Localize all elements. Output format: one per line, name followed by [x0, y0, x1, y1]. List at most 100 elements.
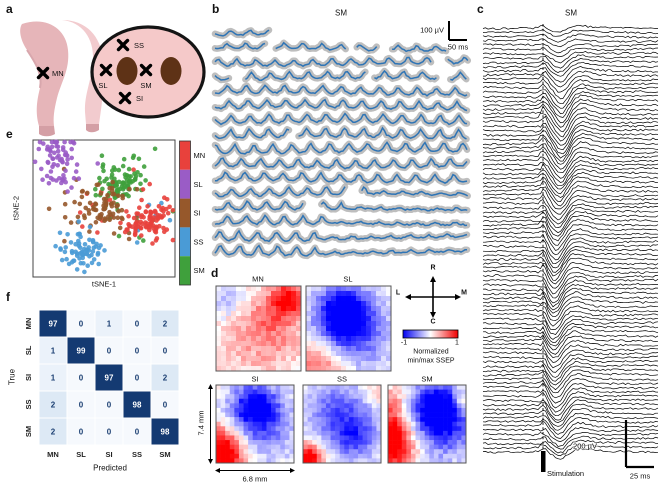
heatmap-title-mn: MN — [252, 274, 264, 284]
svg-text:1: 1 — [51, 346, 56, 355]
svg-text:0: 0 — [135, 319, 140, 328]
svg-text:MN: MN — [47, 450, 59, 459]
ssep-map-ss — [302, 384, 382, 464]
svg-text:0: 0 — [135, 346, 140, 355]
ssep-map-sm — [387, 384, 467, 464]
electrode-marker-ss: SS — [116, 38, 144, 52]
panel-e-scatter: MN SL SI SS SM — [32, 139, 206, 286]
svg-text:SI: SI — [136, 94, 143, 103]
colorbar-max-label: 1 — [455, 339, 459, 347]
stimulation-label: Stimulation — [547, 469, 585, 478]
svg-text:97: 97 — [105, 373, 114, 382]
svg-text:98: 98 — [161, 427, 170, 436]
svg-text:2: 2 — [163, 373, 168, 382]
svg-text:98: 98 — [133, 400, 142, 409]
svg-text:SM: SM — [159, 450, 170, 459]
panel-b-voltage-scale-label: 100 µV — [420, 25, 444, 35]
svg-text:2: 2 — [51, 427, 56, 436]
svg-text:SM: SM — [194, 266, 205, 275]
panel-f-confusion-matrix: 97 0 1 0 2 1 99 0 0 0 1 0 97 0 2 2 0 0 98 0 2 0 0 0 98 MN SL SI SS SM… — [24, 310, 179, 459]
electrode-marker-mn: MN — [36, 66, 64, 80]
svg-text:SS: SS — [194, 237, 204, 246]
panel-b-label: b — [212, 2, 220, 16]
confusion-x-axis-label: Predicted — [93, 463, 127, 473]
ssep-colorbar — [402, 329, 459, 339]
svg-text:0: 0 — [107, 400, 112, 409]
dimension-arrows — [208, 384, 295, 473]
svg-text:SL: SL — [194, 180, 203, 189]
panel-f-label: f — [6, 290, 10, 304]
heatmap-title-sm: SM — [421, 374, 433, 384]
svg-text:0: 0 — [79, 427, 84, 436]
svg-text:0: 0 — [163, 346, 168, 355]
panel-c-time-scale-label: 25 ms — [629, 471, 651, 481]
tsne-x-axis-label: tSNE-1 — [91, 279, 117, 289]
heatmap-height-label: 7.4 mm — [196, 410, 206, 436]
svg-text:0: 0 — [107, 427, 112, 436]
compass-medial-label: M — [461, 289, 467, 297]
panel-b-title: SM — [335, 8, 347, 18]
tsne-y-axis-label: tSNE-2 — [11, 195, 21, 221]
svg-text:SM: SM — [24, 426, 33, 437]
svg-text:SI: SI — [105, 450, 112, 459]
svg-text:SS: SS — [134, 41, 144, 50]
electrode-marker-sl: SL — [98, 63, 113, 90]
svg-text:0: 0 — [79, 319, 84, 328]
svg-text:MN: MN — [194, 151, 206, 160]
svg-text:SS: SS — [132, 450, 142, 459]
svg-text:1: 1 — [51, 373, 56, 382]
electrode-marker-si: SI — [118, 91, 143, 105]
svg-text:0: 0 — [79, 373, 84, 382]
svg-text:0: 0 — [79, 400, 84, 409]
panel-b-traces — [211, 21, 472, 260]
panel-a-label: a — [6, 2, 13, 16]
compass-lateral-label: L — [395, 289, 401, 297]
svg-text:2: 2 — [51, 400, 56, 409]
heatmap-title-sl: SL — [343, 274, 353, 284]
svg-text:SM: SM — [140, 81, 151, 90]
svg-text:MN: MN — [24, 318, 33, 330]
svg-text:SS: SS — [24, 399, 33, 409]
orientation-compass — [405, 276, 461, 318]
ssep-map-mn — [215, 285, 302, 372]
svg-text:0: 0 — [135, 373, 140, 382]
ssep-map-sl — [305, 285, 392, 372]
heatmap-title-si: SI — [251, 374, 259, 384]
panel-d-heatmaps — [208, 276, 467, 473]
svg-text:1: 1 — [107, 319, 112, 328]
confusion-y-axis-label: True — [7, 368, 17, 386]
svg-text:2: 2 — [163, 319, 168, 328]
svg-text:SL: SL — [76, 450, 86, 459]
heatmap-width-label: 6.8 mm — [242, 474, 268, 484]
compass-caudal-label: C — [430, 318, 436, 326]
svg-text:MN: MN — [52, 69, 64, 78]
svg-text:0: 0 — [163, 400, 168, 409]
panel-b-time-scale-label: 50 ms — [447, 42, 469, 52]
colorbar-min-label: -1 — [400, 339, 408, 347]
panel-d-label: d — [211, 266, 219, 280]
svg-text:99: 99 — [77, 346, 86, 355]
svg-text:SL: SL — [24, 345, 33, 355]
svg-text:97: 97 — [49, 319, 58, 328]
stimulation-tick — [541, 451, 546, 472]
compass-rostral-label: R — [430, 264, 436, 272]
panel-c-voltage-scale-label: 200 µV — [573, 441, 597, 451]
svg-text:SL: SL — [98, 81, 107, 90]
electrode-marker-sm: SM — [139, 63, 153, 90]
tsne-legend: MN SL SI SS SM — [179, 140, 206, 286]
panel-c-title: SM — [565, 8, 577, 18]
colorbar-caption-line1: Normalized — [413, 348, 449, 356]
ssep-map-si — [215, 384, 295, 464]
colorbar-caption-line2: min/max SSEP — [407, 357, 455, 365]
panel-c-stack — [482, 24, 659, 472]
panel-a-illustration: MN SS SL SM SI — [20, 20, 206, 137]
svg-text:0: 0 — [135, 427, 140, 436]
heatmap-title-ss: SS — [336, 374, 348, 384]
svg-text:0: 0 — [107, 346, 112, 355]
svg-text:SI: SI — [24, 374, 33, 381]
panel-c-label: c — [477, 2, 484, 16]
svg-text:SI: SI — [194, 209, 201, 218]
panel-e-label: e — [6, 127, 13, 141]
